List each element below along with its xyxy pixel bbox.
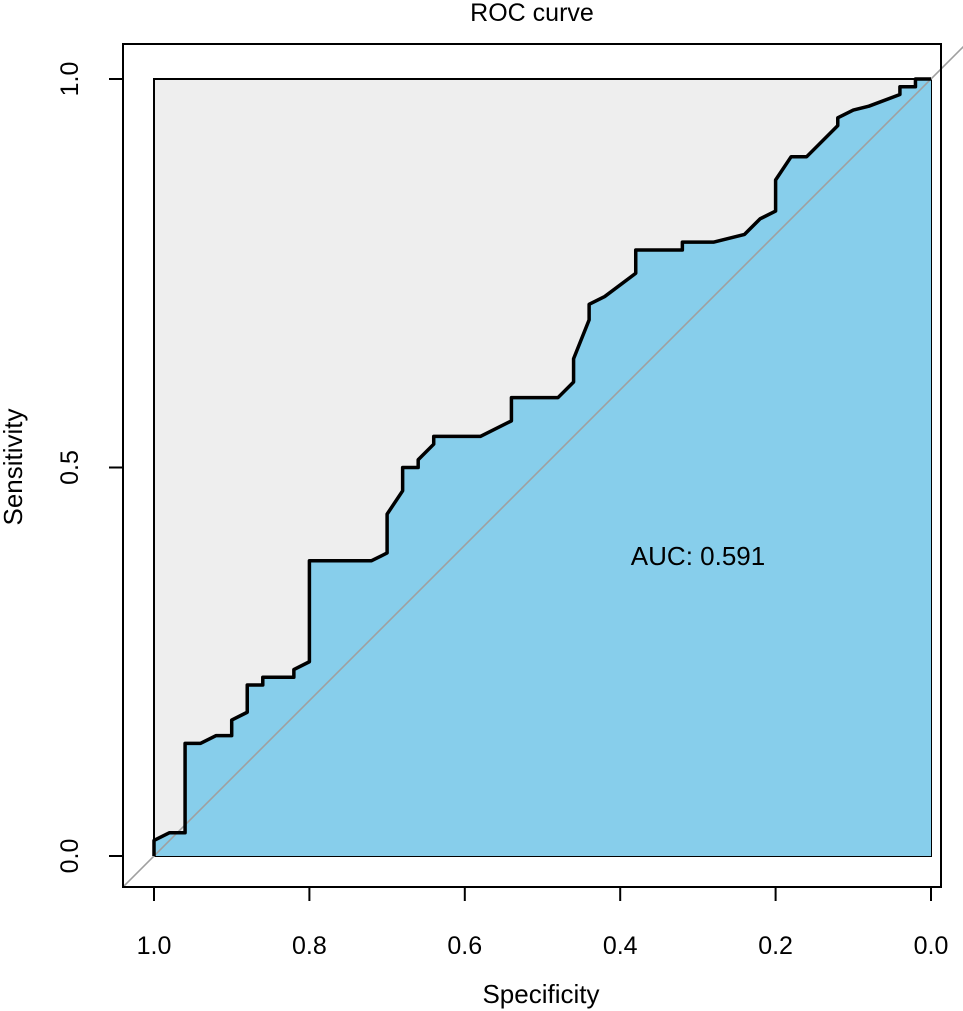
x-tick-label: 0.6	[447, 932, 482, 960]
x-axis-label: Specificity	[482, 979, 599, 1009]
chart-title: ROC curve	[470, 0, 594, 27]
auc-annotation: AUC: 0.591	[631, 541, 765, 571]
y-tick-label: 0.5	[56, 450, 84, 485]
x-tick-label: 0.4	[603, 932, 638, 960]
x-axis: 1.0 0.8 0.6 0.4 0.2 0.0	[137, 886, 949, 960]
x-tick-label: 0.8	[292, 932, 327, 960]
y-tick-label: 1.0	[56, 62, 84, 97]
y-tick-label: 0.0	[56, 839, 84, 874]
y-axis: 0.0 0.5 1.0	[56, 62, 124, 874]
chance-diagonal-line	[122, 45, 963, 888]
x-tick-label: 0.2	[758, 932, 793, 960]
y-axis-label: Sensitivity	[0, 408, 28, 525]
roc-curve-line	[152, 77, 931, 856]
x-tick-label: 0.0	[914, 932, 949, 960]
x-tick-label: 1.0	[137, 932, 172, 960]
